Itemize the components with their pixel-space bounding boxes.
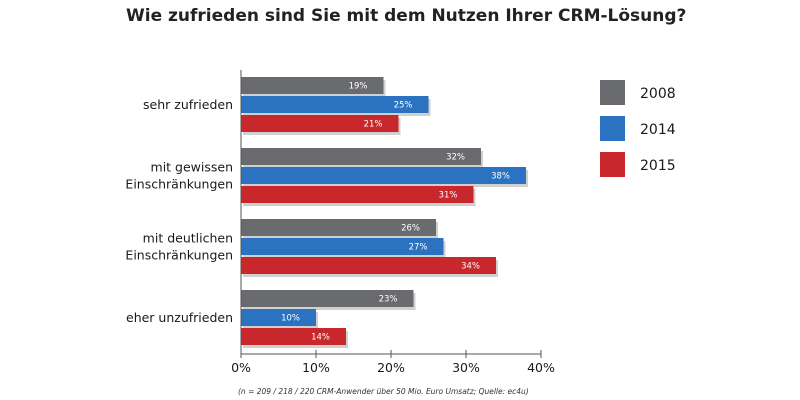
bar-2008-2 [241,148,481,165]
bar-value-label: 27% [409,243,428,253]
bar-2014-1 [241,96,429,113]
bar-2014-2 [241,167,526,184]
legend-label-2014: 2014 [640,122,676,138]
bar-value-label: 31% [439,191,458,201]
x-tick-label: 40% [527,360,555,375]
legend-label-2015: 2015 [640,158,676,174]
category-label: mit gewissen [151,160,233,175]
category-label: Einschränkungen [125,248,233,263]
legend-swatch-2008 [600,80,625,105]
bar-2015-4 [241,328,346,345]
bar-2014-3 [241,238,444,255]
bar-value-label: 23% [379,295,398,305]
bar-value-label: 26% [401,224,420,234]
x-tick-label: 10% [302,360,330,375]
category-label: mit deutlichen [143,231,233,246]
legend-label-2008: 2008 [640,86,676,102]
bar-2015-2 [241,186,474,203]
bar-2008-3 [241,219,436,236]
bar-value-label: 32% [446,153,465,163]
bar-value-label: 38% [491,172,510,182]
chart-footnote: (n = 209 / 218 / 220 CRM-Anwender über 5… [238,387,529,396]
bar-value-label: 25% [394,101,413,111]
bar-2015-1 [241,115,399,132]
x-tick-label: 0% [231,360,251,375]
bar-value-label: 34% [461,262,480,272]
bar-2008-1 [241,77,384,94]
category-label: eher unzufrieden [126,310,233,325]
legend-swatch-2014 [600,116,625,141]
chart-title: Wie zufrieden sind Sie mit dem Nutzen Ih… [126,6,687,26]
bar-2015-3 [241,257,496,274]
bar-value-label: 10% [281,314,300,324]
x-tick-label: 30% [452,360,480,375]
bar-2008-4 [241,290,414,307]
category-label: Einschränkungen [125,177,233,192]
bar-value-label: 19% [349,82,368,92]
bar-value-label: 21% [364,120,383,130]
x-tick-label: 20% [377,360,405,375]
legend-swatch-2015 [600,152,625,177]
bar-2014-4 [241,309,316,326]
category-label: sehr zufrieden [143,97,233,112]
bar-value-label: 14% [311,333,330,343]
